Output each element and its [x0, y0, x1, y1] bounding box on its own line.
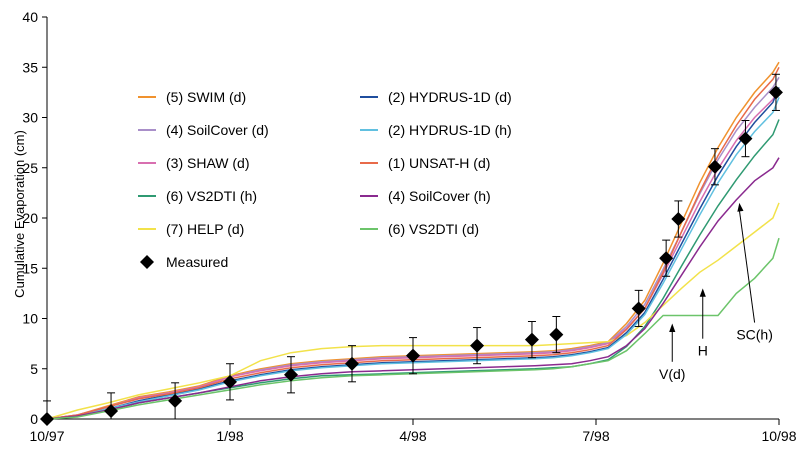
- series-lines: [46, 61, 780, 420]
- annotation-arrow: [738, 209, 756, 323]
- annotation-label: SC(h): [736, 327, 773, 343]
- measured-point: [631, 301, 646, 316]
- legend-label: (2) HYDRUS-1D (h): [388, 122, 512, 138]
- measured-point: [659, 251, 674, 266]
- measured-point: [549, 327, 564, 342]
- y-tick-label: 30: [22, 110, 38, 126]
- series-line: [46, 157, 780, 420]
- measured-point: [707, 159, 722, 174]
- y-tick-label: 40: [22, 9, 38, 25]
- series-line: [46, 87, 780, 420]
- measured-points: [40, 73, 783, 426]
- measured-point: [524, 332, 539, 347]
- annotation-arrowhead: [699, 288, 706, 297]
- measured-point: [671, 212, 686, 227]
- x-tick-label: 1/98: [216, 428, 243, 444]
- series-line: [46, 61, 780, 420]
- y-tick-label: 15: [22, 260, 38, 276]
- legend: (5) SWIM (d) (2) HYDRUS-1D (d) (4) SoilCov…: [138, 89, 512, 270]
- x-tick-label: 10/97: [29, 428, 64, 444]
- legend-label: (6) VS2DTI (d): [388, 221, 479, 237]
- axes: 0 5 10 15 20 25 30 35 40 10/97 1/98 4/98 7/98 10/98: [22, 9, 796, 444]
- series-line: [46, 89, 780, 420]
- y-tick-label: 35: [22, 59, 38, 75]
- x-tick-label: 10/98: [761, 428, 796, 444]
- measured-point: [738, 131, 753, 146]
- y-axis-label: Cumulative Evaporation (cm): [12, 130, 27, 298]
- annotations: V(d) H SC(h): [659, 202, 773, 382]
- measured-point: [768, 85, 783, 100]
- y-tick-label: 25: [22, 160, 38, 176]
- legend-label: (7) HELP (d): [166, 221, 244, 237]
- legend-label: (1) UNSAT-H (d): [388, 155, 490, 171]
- y-tick-label: 20: [22, 210, 38, 226]
- y-tick-label: 5: [30, 361, 38, 377]
- series-line: [46, 202, 780, 420]
- series-line: [46, 66, 780, 420]
- x-tick-label: 4/98: [399, 428, 426, 444]
- legend-measured-marker: [140, 255, 154, 269]
- legend-label: (3) SHAW (d): [166, 155, 249, 171]
- series-line: [46, 97, 780, 420]
- legend-label: (4) SoilCover (h): [388, 188, 491, 204]
- measured-point: [470, 338, 485, 353]
- x-tick-label: 7/98: [582, 428, 609, 444]
- annotation-arrowhead: [669, 323, 676, 332]
- y-tick-label: 0: [30, 411, 38, 427]
- legend-label: (6) VS2DTI (h): [166, 188, 257, 204]
- measured-point: [223, 374, 237, 389]
- annotation-label: H: [698, 343, 708, 359]
- measured-point: [284, 367, 298, 382]
- legend-label: (5) SWIM (d): [166, 89, 246, 105]
- y-tick-label: 10: [22, 311, 38, 327]
- annotation-arrowhead: [737, 202, 744, 212]
- measured-point: [104, 403, 119, 418]
- measured-point: [345, 356, 359, 371]
- legend-label: (4) SoilCover (d): [166, 122, 269, 138]
- measured-point: [168, 393, 183, 408]
- series-line: [46, 237, 780, 420]
- legend-label: Measured: [166, 254, 228, 270]
- measured-point: [40, 412, 54, 426]
- annotation-label: V(d): [659, 366, 685, 382]
- legend-label: (2) HYDRUS-1D (d): [388, 89, 512, 105]
- measured-point: [406, 348, 420, 363]
